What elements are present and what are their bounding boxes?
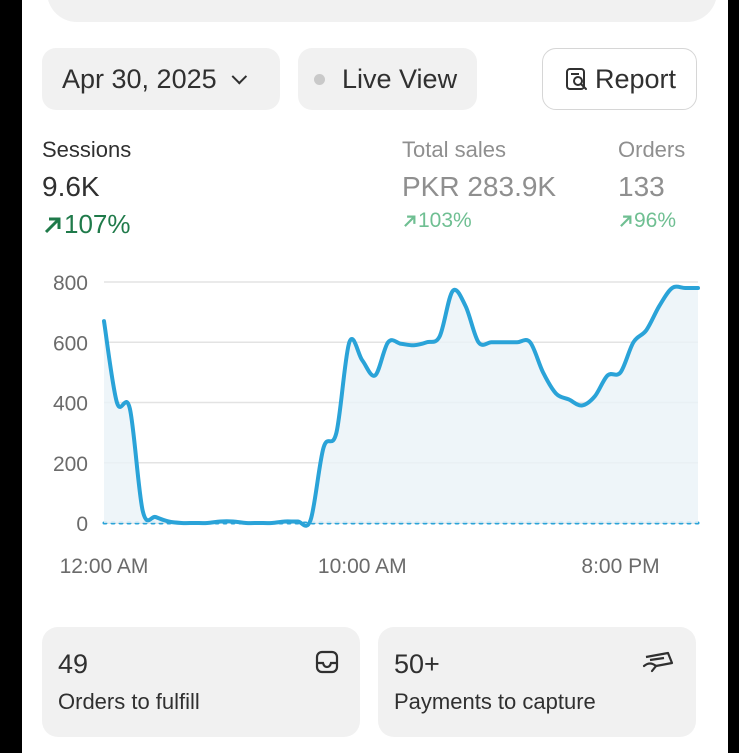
x-tick-label: 12:00 AM bbox=[60, 555, 149, 578]
report-icon bbox=[566, 68, 587, 90]
metric-change-value: 96% bbox=[634, 209, 677, 232]
arrow-up-right-icon bbox=[620, 215, 632, 227]
y-tick-label: 400 bbox=[53, 393, 88, 416]
chevron-down-icon bbox=[231, 68, 247, 84]
date-label: Apr 30, 2025 bbox=[62, 63, 217, 94]
sessions-line-chart: 800 600 400 200 0 12:00 AM 10:00 AM 8:00 PM bbox=[53, 272, 700, 578]
metric-change: 107% bbox=[42, 209, 131, 240]
card-count: 49 bbox=[58, 649, 89, 679]
report-label: Report bbox=[595, 63, 677, 94]
metric-change: 96% bbox=[618, 209, 685, 233]
card-label: Orders to fulfill bbox=[58, 689, 200, 714]
arrow-up-right-icon bbox=[404, 215, 416, 227]
metric-change-value: 107% bbox=[64, 209, 131, 239]
payments-to-capture-card[interactable]: 50+ Payments to capture bbox=[378, 627, 696, 737]
live-view-button[interactable]: Live View bbox=[298, 48, 477, 110]
date-picker-button[interactable]: Apr 30, 2025 bbox=[42, 48, 280, 110]
metric-change-value: 103% bbox=[418, 209, 472, 232]
x-tick-label: 10:00 AM bbox=[318, 555, 407, 578]
metric-value: PKR 283.9K bbox=[402, 171, 557, 202]
metric-value: 133 bbox=[618, 171, 665, 202]
live-dot-icon bbox=[314, 73, 325, 85]
report-button[interactable]: Report bbox=[542, 48, 697, 110]
live-label: Live View bbox=[342, 63, 458, 94]
orders-to-fulfill-card[interactable]: 49 Orders to fulfill bbox=[42, 627, 360, 737]
metric-orders[interactable]: Orders 133 96% bbox=[618, 137, 685, 233]
top-card bbox=[47, 0, 717, 22]
y-tick-label: 600 bbox=[53, 332, 88, 355]
x-tick-label: 8:00 PM bbox=[581, 555, 659, 578]
y-tick-label: 200 bbox=[53, 453, 88, 476]
metric-label: Total sales bbox=[402, 137, 506, 162]
metric-label: Orders bbox=[618, 137, 686, 162]
metric-total-sales[interactable]: Total sales PKR 283.9K 103% bbox=[402, 137, 556, 233]
series-line bbox=[102, 284, 700, 528]
card-count: 50+ bbox=[394, 649, 440, 679]
metric-sessions[interactable]: Sessions 9.6K 107% bbox=[42, 137, 131, 240]
card-label: Payments to capture bbox=[394, 689, 596, 714]
metric-value: 9.6K bbox=[42, 171, 100, 202]
arrow-up-right-icon bbox=[44, 217, 61, 233]
payment-icon bbox=[642, 651, 674, 673]
series-area-fill bbox=[104, 286, 698, 526]
screen: Apr 30, 2025 Live View Report Sessions 9… bbox=[22, 0, 728, 753]
metric-change: 103% bbox=[402, 209, 556, 233]
y-tick-label: 800 bbox=[53, 272, 88, 295]
metric-label: Sessions bbox=[42, 137, 132, 162]
y-tick-label: 0 bbox=[76, 513, 88, 536]
inbox-icon bbox=[315, 650, 339, 674]
